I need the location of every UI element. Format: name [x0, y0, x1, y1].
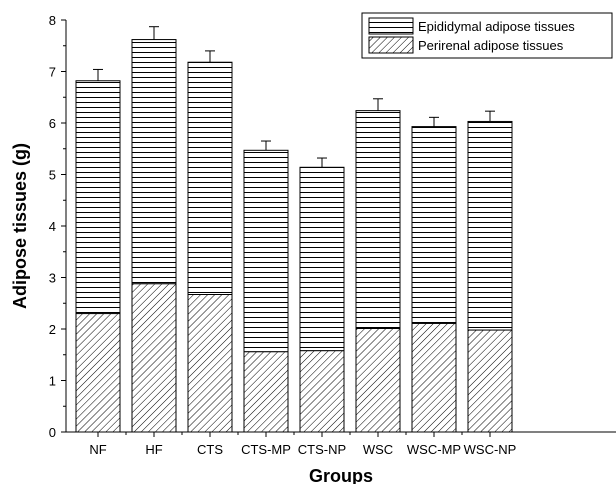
x-tick-label-cts-np: CTS-NP	[298, 442, 346, 457]
legend-swatch-perirenal	[368, 36, 414, 54]
legend-label-epididymal: Epididymal adipose tissues	[418, 19, 575, 34]
error-bar-wsc-np	[485, 110, 495, 122]
bar-perirenal-cts-mp	[243, 351, 289, 433]
y-tick-label: 5	[49, 168, 56, 183]
y-tick-label: 7	[49, 65, 56, 80]
y-tick-label: 3	[49, 271, 56, 286]
legend-label-perirenal: Perirenal adipose tissues	[418, 38, 564, 53]
error-bar-wsc	[373, 98, 383, 111]
x-tick-label-wsc-np: WSC-NP	[464, 442, 517, 457]
y-ticks: 0 1 2 3 4 5 6 7 8	[49, 13, 66, 440]
x-tick-label-cts: CTS	[197, 442, 223, 457]
x-axis-title: Groups	[309, 466, 373, 484]
bars-layer	[75, 39, 513, 433]
y-tick-label: 1	[49, 374, 56, 389]
error-bar-hf	[149, 26, 159, 40]
y-tick-label: 0	[49, 425, 56, 440]
x-tick-label-wsc-mp: WSC-MP	[407, 442, 461, 457]
bar-epididymal-cts-mp	[243, 149, 289, 353]
bar-perirenal-cts	[187, 293, 233, 433]
legend: Epididymal adipose tissues Perirenal adi…	[361, 12, 613, 59]
y-tick-label: 2	[49, 322, 56, 337]
bar-epididymal-wsc	[355, 110, 401, 329]
y-axis-title: Adipose tissues (g)	[10, 143, 30, 309]
error-bars-layer	[93, 26, 495, 168]
error-bar-cts-mp	[261, 140, 271, 151]
error-bar-nf	[93, 68, 103, 81]
bar-epididymal-wsc-np	[467, 120, 513, 331]
bar-epididymal-cts	[187, 61, 233, 295]
bar-epididymal-nf	[75, 80, 121, 315]
y-tick-label: 6	[49, 116, 56, 131]
x-tick-label-nf: NF	[89, 442, 106, 457]
x-ticks: NF HF CTS CTS-MP CTS-NP WSC WSC-MP WSC-NP	[89, 432, 516, 457]
y-tick-label: 8	[49, 13, 56, 28]
error-bar-cts-np	[317, 157, 327, 168]
bar-perirenal-wsc-mp	[411, 322, 457, 433]
bar-perirenal-nf	[75, 313, 121, 433]
x-tick-label-cts-mp: CTS-MP	[241, 442, 291, 457]
y-tick-label: 4	[49, 219, 56, 234]
bar-perirenal-wsc-np	[467, 329, 513, 433]
bar-perirenal-cts-np	[299, 350, 345, 433]
bar-epididymal-wsc-mp	[411, 126, 457, 324]
x-tick-label-hf: HF	[145, 442, 162, 457]
x-tick-label-wsc: WSC	[363, 442, 393, 457]
bar-epididymal-hf	[131, 39, 177, 285]
bar-perirenal-hf	[131, 283, 177, 433]
legend-swatch-epididymal	[368, 17, 414, 35]
bar-perirenal-wsc	[355, 327, 401, 433]
error-bar-cts	[205, 50, 215, 63]
error-bar-wsc-mp	[429, 116, 439, 127]
bar-epididymal-cts-np	[299, 166, 345, 352]
